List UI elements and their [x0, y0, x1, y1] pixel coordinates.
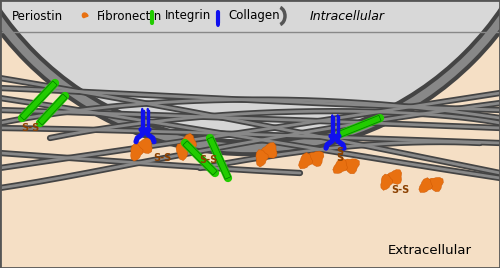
Polygon shape [20, 81, 57, 120]
Text: S-S: S-S [153, 153, 171, 163]
Text: S: S [336, 147, 344, 157]
Polygon shape [427, 177, 444, 192]
Polygon shape [339, 115, 381, 137]
Ellipse shape [331, 114, 334, 118]
Polygon shape [208, 137, 231, 179]
Polygon shape [146, 110, 149, 130]
Text: S-S: S-S [21, 123, 39, 133]
Text: S-S: S-S [391, 185, 409, 195]
Text: Collagen: Collagen [228, 9, 280, 23]
Text: Periostin: Periostin [12, 9, 63, 23]
Polygon shape [342, 159, 359, 174]
Polygon shape [333, 158, 347, 173]
Text: Fibronectin: Fibronectin [97, 9, 162, 23]
Text: Integrin: Integrin [165, 9, 211, 23]
Polygon shape [260, 143, 277, 158]
Polygon shape [306, 151, 324, 166]
Polygon shape [180, 133, 196, 150]
Ellipse shape [216, 21, 220, 27]
Text: Extracellular: Extracellular [388, 244, 472, 256]
Polygon shape [136, 138, 152, 154]
Polygon shape [298, 152, 313, 169]
Polygon shape [331, 116, 334, 136]
Polygon shape [130, 144, 143, 161]
Polygon shape [176, 144, 189, 161]
Ellipse shape [141, 108, 144, 111]
Polygon shape [336, 116, 339, 136]
Polygon shape [38, 94, 67, 125]
Polygon shape [141, 110, 144, 130]
Polygon shape [419, 178, 432, 192]
Ellipse shape [146, 108, 149, 111]
Polygon shape [381, 174, 393, 190]
Polygon shape [256, 150, 268, 167]
Text: Intracellular: Intracellular [310, 9, 385, 23]
Polygon shape [183, 141, 217, 175]
Polygon shape [386, 170, 402, 184]
Circle shape [0, 0, 500, 148]
Ellipse shape [336, 114, 339, 118]
Polygon shape [82, 13, 88, 18]
Text: S-S: S-S [199, 155, 217, 165]
Text: S: S [336, 153, 344, 163]
Bar [0, 0, 500, 32]
